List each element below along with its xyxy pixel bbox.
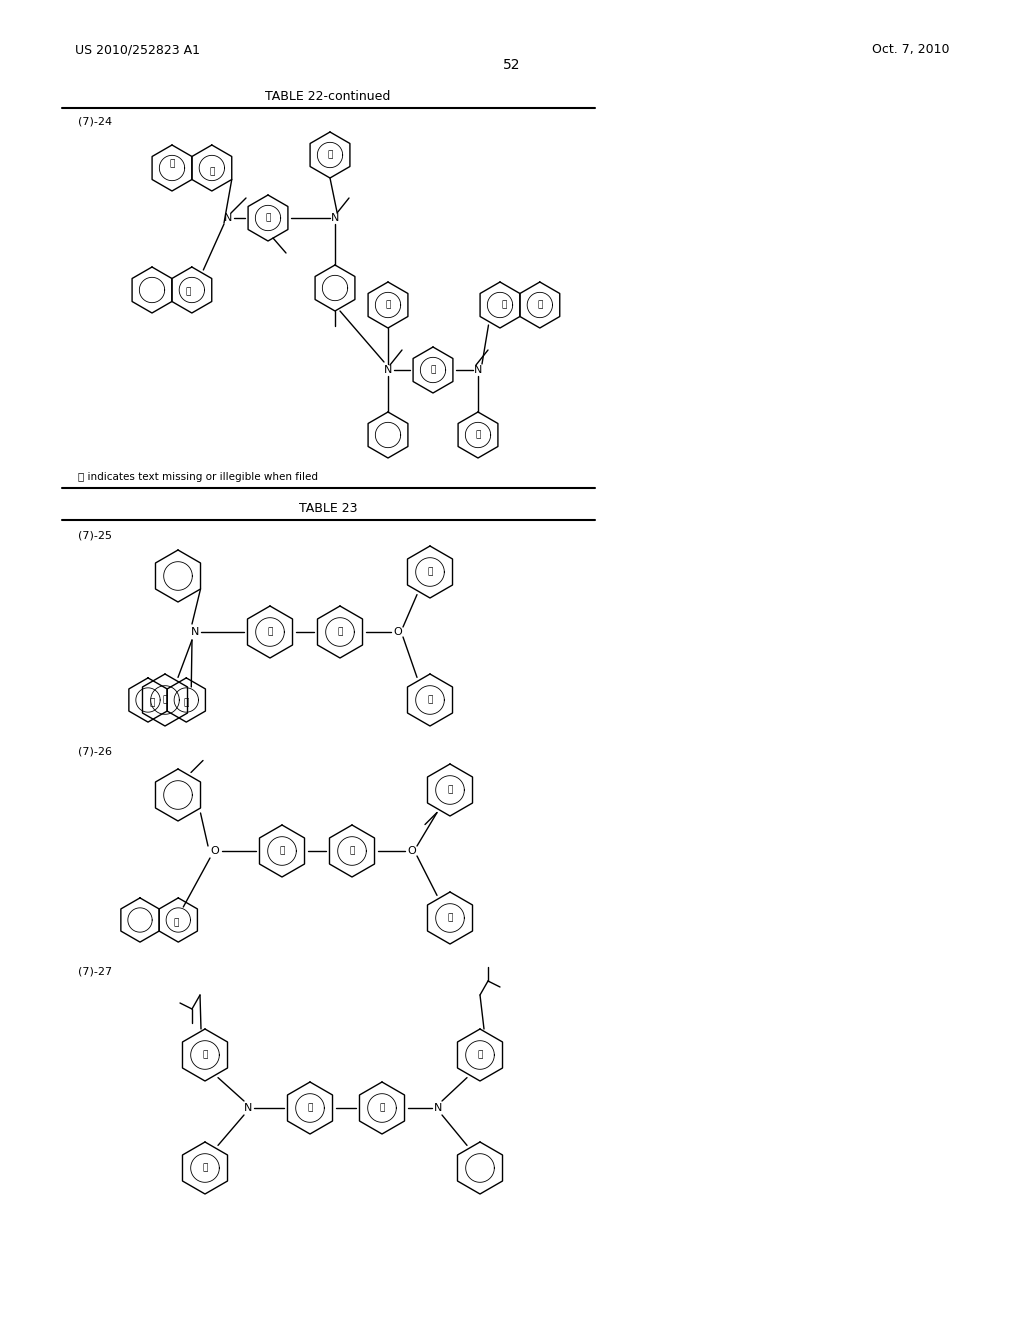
Text: ⓘ: ⓘ	[447, 913, 453, 923]
Text: ⓘ: ⓘ	[150, 698, 155, 708]
Text: ⓘ: ⓘ	[477, 1051, 482, 1060]
Text: ⓘ: ⓘ	[427, 568, 433, 577]
Text: ⓘ: ⓘ	[385, 301, 391, 309]
Text: ⓘ: ⓘ	[280, 846, 285, 855]
Text: ⓘ: ⓘ	[538, 301, 543, 309]
Text: ⓘ: ⓘ	[430, 366, 435, 375]
Text: ⓘ: ⓘ	[475, 430, 480, 440]
Text: N: N	[474, 366, 482, 375]
Text: ⓘ: ⓘ	[502, 301, 507, 309]
Text: Oct. 7, 2010: Oct. 7, 2010	[872, 44, 950, 57]
Polygon shape	[137, 672, 193, 729]
Text: N: N	[224, 213, 232, 223]
Text: N: N	[331, 213, 339, 223]
Text: ⓘ: ⓘ	[209, 168, 214, 177]
Text: (7)-26: (7)-26	[78, 747, 112, 756]
Text: N: N	[244, 1104, 252, 1113]
Text: ⓘ indicates text missing or illegible when filed: ⓘ indicates text missing or illegible wh…	[78, 473, 318, 482]
Text: TABLE 23: TABLE 23	[299, 502, 357, 515]
Text: N: N	[190, 627, 200, 638]
Text: TABLE 22-continued: TABLE 22-continued	[265, 91, 391, 103]
Text: ⓘ: ⓘ	[349, 846, 354, 855]
Text: O: O	[393, 627, 402, 638]
Text: ⓘ: ⓘ	[169, 160, 175, 169]
Text: ⓘ: ⓘ	[427, 696, 433, 705]
Text: ⓘ: ⓘ	[183, 698, 189, 708]
Text: ⓘ: ⓘ	[267, 627, 272, 636]
Text: ⓘ: ⓘ	[307, 1104, 312, 1113]
Text: ⓘ: ⓘ	[328, 150, 333, 160]
Text: N: N	[384, 366, 392, 375]
Text: ⓘ: ⓘ	[163, 696, 168, 705]
Text: ⓘ: ⓘ	[174, 919, 179, 928]
Text: ⓘ: ⓘ	[203, 1163, 208, 1172]
Text: (7)-25: (7)-25	[78, 531, 112, 541]
Text: ⓘ: ⓘ	[185, 288, 190, 297]
Text: ⓘ: ⓘ	[265, 214, 270, 223]
Text: US 2010/252823 A1: US 2010/252823 A1	[75, 44, 200, 57]
Text: ⓘ: ⓘ	[203, 1051, 208, 1060]
Text: O: O	[211, 846, 219, 855]
Text: (7)-24: (7)-24	[78, 117, 112, 127]
Text: N: N	[434, 1104, 442, 1113]
Text: (7)-27: (7)-27	[78, 968, 112, 977]
Text: O: O	[408, 846, 417, 855]
Text: ⓘ: ⓘ	[447, 785, 453, 795]
Text: ⓘ: ⓘ	[337, 627, 343, 636]
Text: 52: 52	[503, 58, 521, 73]
Text: ⓘ: ⓘ	[379, 1104, 385, 1113]
